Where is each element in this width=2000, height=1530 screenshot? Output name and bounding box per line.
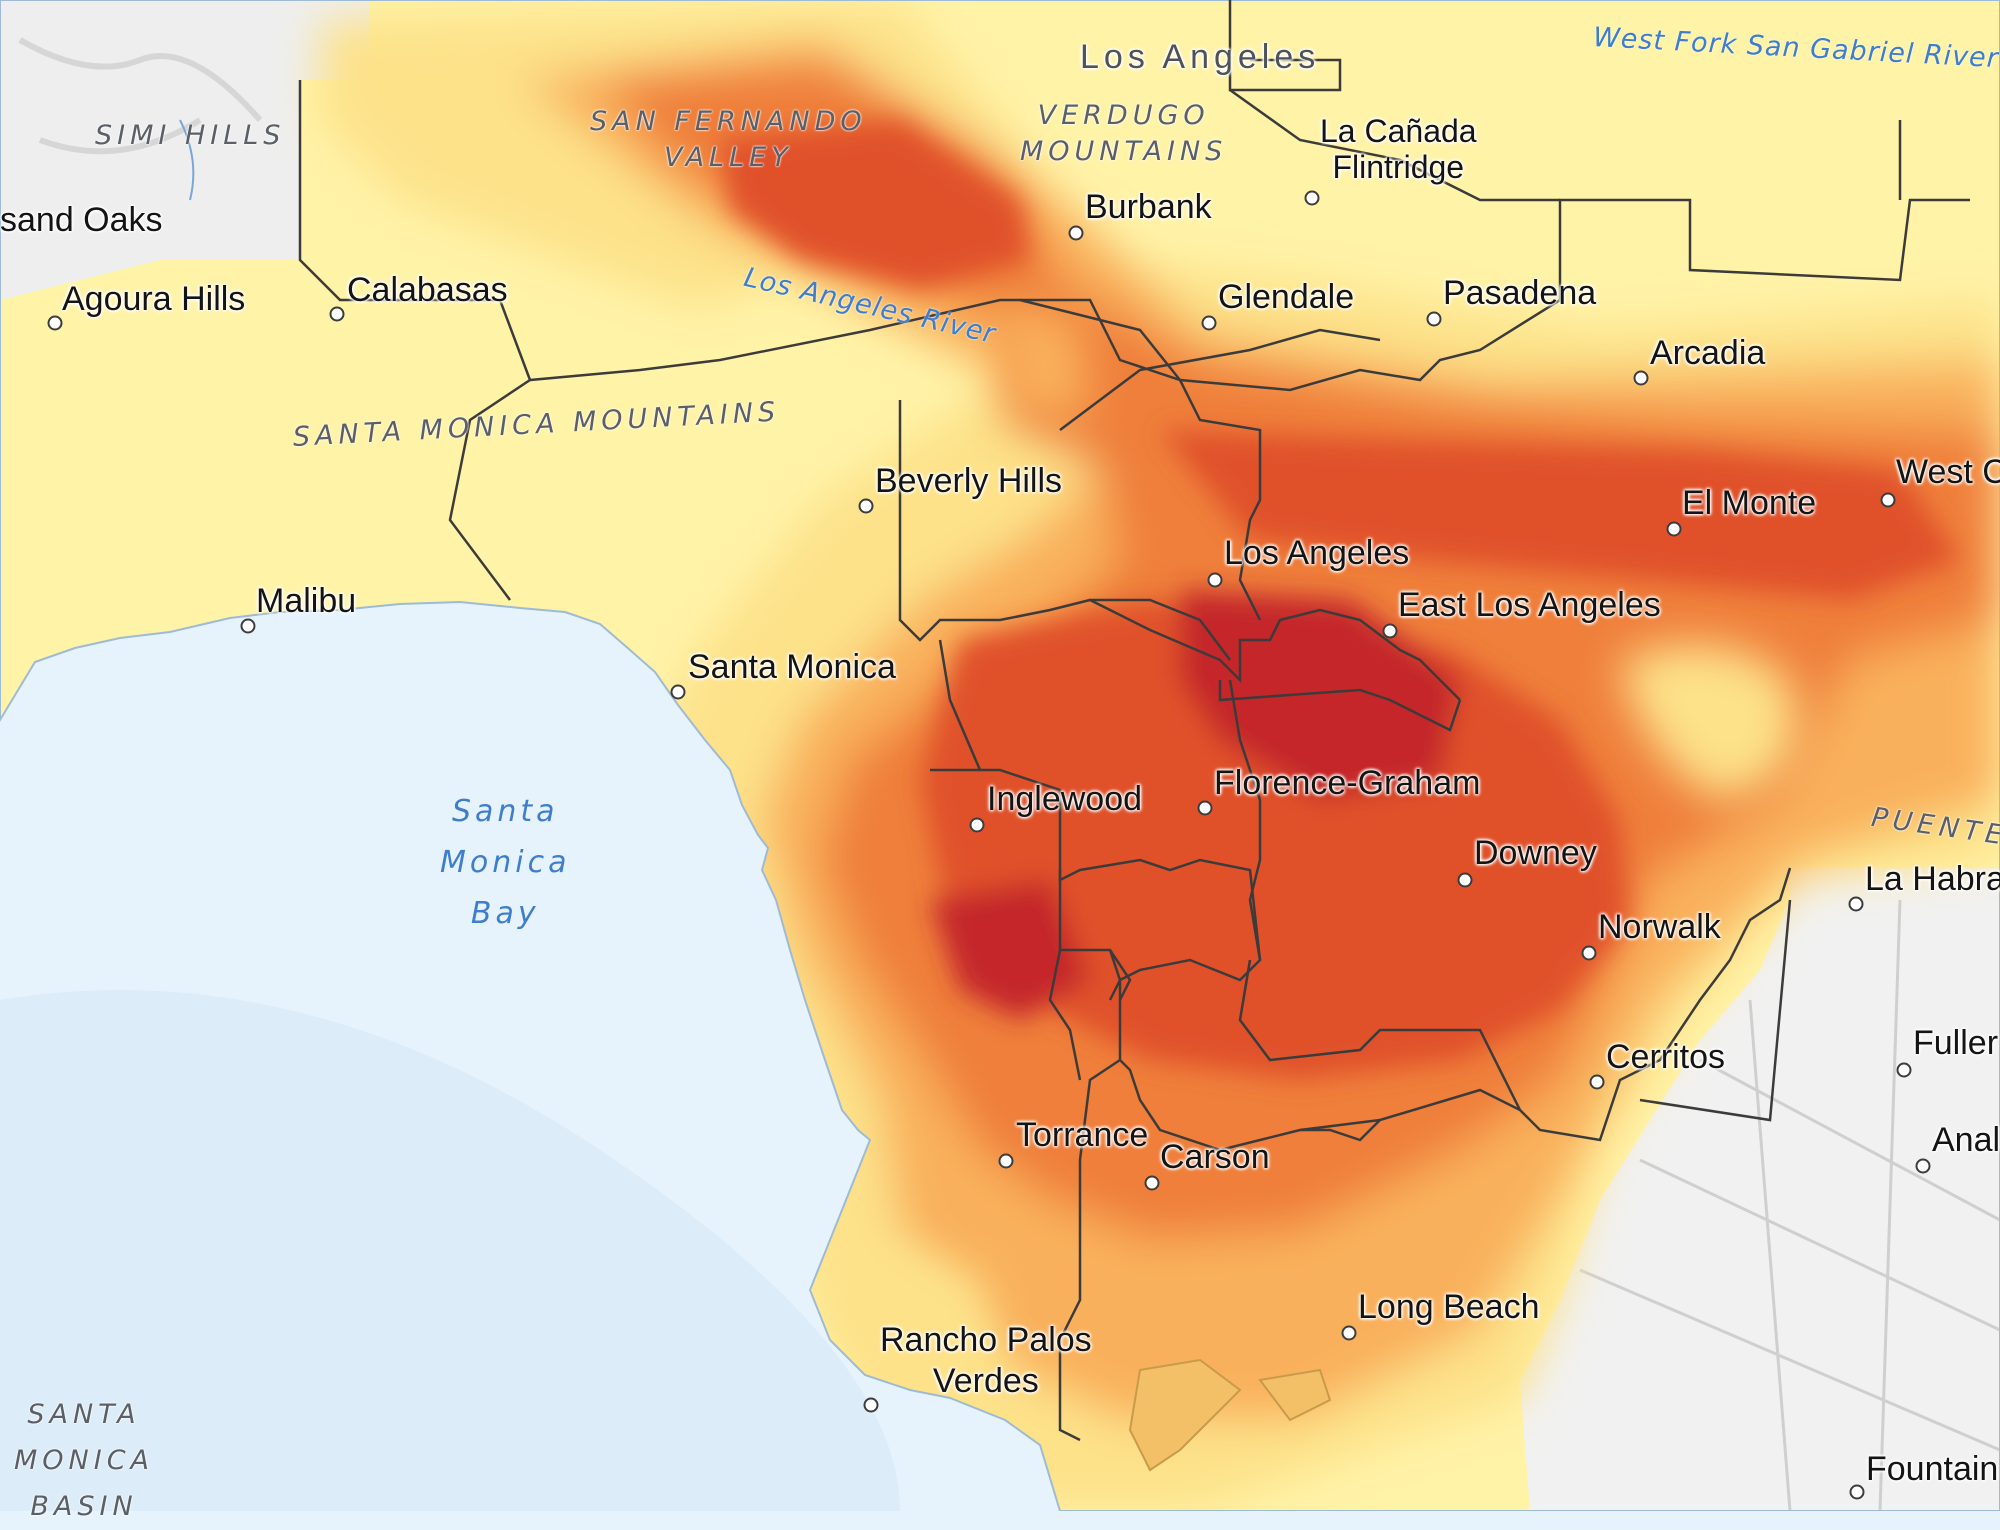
city-marker[interactable]: [47, 315, 63, 331]
ocean-shading: [0, 990, 900, 1511]
city-marker[interactable]: [1915, 1158, 1931, 1174]
city-label-santa-monica[interactable]: Santa Monica: [688, 648, 896, 686]
rivers: [179, 119, 195, 201]
city-marker[interactable]: [1068, 225, 1084, 241]
city-label-burbank[interactable]: Burbank: [1085, 188, 1212, 226]
city-label-glendale[interactable]: Glendale: [1218, 278, 1355, 316]
city-marker[interactable]: [1144, 1175, 1160, 1191]
city-marker[interactable]: [1197, 800, 1213, 816]
area-label-san-fernando-valley: SAN FERNANDO VALLEY: [590, 106, 867, 174]
city-marker[interactable]: [1457, 872, 1473, 888]
city-label-fullerton[interactable]: Fuller: [1913, 1024, 1999, 1062]
city-marker[interactable]: [969, 817, 985, 833]
city-label-arcadia[interactable]: Arcadia: [1650, 334, 1766, 372]
city-marker[interactable]: [1382, 623, 1398, 639]
city-marker[interactable]: [240, 618, 256, 634]
port: [1128, 1358, 1332, 1472]
city-label-pasadena[interactable]: Pasadena: [1443, 274, 1597, 312]
city-label-la-canada[interactable]: La Cañada Flintridge: [1320, 113, 1477, 186]
city-label-florence-graham[interactable]: Florence-Graham: [1214, 764, 1481, 802]
city-marker[interactable]: [1848, 896, 1864, 912]
city-label-carson[interactable]: Carson: [1160, 1138, 1270, 1176]
city-label-agoura-hills[interactable]: Agoura Hills: [62, 280, 246, 318]
region-label-los-angeles-top: Los Angeles: [1080, 38, 1321, 76]
city-label-malibu[interactable]: Malibu: [256, 582, 357, 620]
city-marker[interactable]: [1201, 315, 1217, 331]
city-marker[interactable]: [1880, 492, 1896, 508]
city-label-anaheim[interactable]: Anal: [1932, 1121, 2000, 1159]
city-marker[interactable]: [1589, 1074, 1605, 1090]
city-label-beverly-hills[interactable]: Beverly Hills: [875, 462, 1063, 500]
city-label-inglewood[interactable]: Inglewood: [987, 780, 1143, 818]
boundaries: [298, 0, 1970, 1442]
area-label-santa-monica-basin: SANTA MONICA BASIN: [14, 1399, 155, 1522]
city-marker[interactable]: [1426, 311, 1442, 327]
city-label-la-habra[interactable]: La Habra: [1865, 860, 2000, 898]
city-marker[interactable]: [863, 1397, 879, 1413]
city-marker[interactable]: [1633, 370, 1649, 386]
city-marker[interactable]: [1304, 190, 1320, 206]
city-label-thousand-oaks[interactable]: sand Oaks: [0, 201, 163, 239]
city-marker[interactable]: [329, 306, 345, 322]
city-label-downey[interactable]: Downey: [1474, 834, 1597, 872]
city-marker[interactable]: [1581, 945, 1597, 961]
city-label-norwalk[interactable]: Norwalk: [1598, 908, 1721, 946]
city-label-east-los-angeles[interactable]: East Los Angeles: [1398, 586, 1661, 624]
city-marker[interactable]: [1666, 521, 1682, 537]
city-label-torrance[interactable]: Torrance: [1016, 1116, 1149, 1154]
city-label-west-covina[interactable]: West C: [1896, 453, 2000, 491]
city-marker[interactable]: [998, 1153, 1014, 1169]
city-label-los-angeles[interactable]: Los Angeles: [1224, 534, 1410, 572]
city-label-rancho-palos-verdes[interactable]: Rancho Palos Verdes: [880, 1321, 1092, 1401]
city-marker[interactable]: [1207, 572, 1223, 588]
city-marker[interactable]: [1341, 1325, 1357, 1341]
city-label-long-beach[interactable]: Long Beach: [1358, 1288, 1540, 1326]
water-label-santa-monica-bay: Santa Monica Bay: [440, 794, 571, 931]
city-marker[interactable]: [1896, 1062, 1912, 1078]
city-label-calabasas[interactable]: Calabasas: [347, 271, 508, 309]
area-label-verdugo-mountains: VERDUGO MOUNTAINS: [1020, 100, 1228, 168]
city-marker[interactable]: [1849, 1484, 1865, 1500]
city-label-cerritos[interactable]: Cerritos: [1606, 1038, 1726, 1076]
city-marker[interactable]: [858, 498, 874, 514]
area-label-simi-hills: SIMI HILLS: [95, 120, 286, 151]
city-label-el-monte[interactable]: El Monte: [1682, 484, 1817, 522]
city-label-fountain-valley[interactable]: Fountain: [1866, 1450, 1999, 1488]
city-marker[interactable]: [670, 684, 686, 700]
